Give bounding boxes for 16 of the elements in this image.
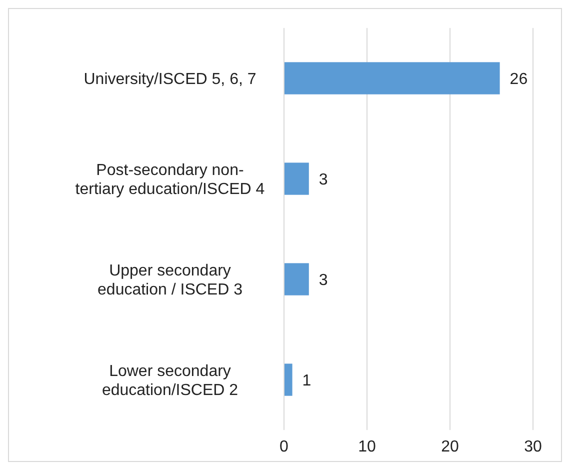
x-tick-label: 0 bbox=[280, 438, 289, 456]
data-label: 3 bbox=[318, 171, 328, 188]
data-label: 26 bbox=[510, 70, 528, 88]
y-tick-label: University/ISCED 5, 6, 7 bbox=[84, 70, 256, 88]
bar bbox=[284, 62, 500, 94]
y-tick-label: Upper secondary education / ISCED 3 bbox=[98, 262, 243, 298]
bar bbox=[284, 263, 309, 296]
y-tick-label: Lower secondary education/ISCED 2 bbox=[102, 362, 238, 399]
bar bbox=[284, 162, 309, 195]
bar bbox=[284, 364, 292, 396]
x-tick-label: 10 bbox=[358, 438, 376, 456]
x-tick-label: 20 bbox=[441, 438, 459, 456]
y-tick-label: Post-secondary non-tertiary education/ISCED 4 bbox=[75, 162, 265, 198]
x-tick-label: 30 bbox=[524, 438, 542, 456]
data-label: 1 bbox=[302, 372, 312, 390]
data-label: 3 bbox=[318, 272, 328, 289]
